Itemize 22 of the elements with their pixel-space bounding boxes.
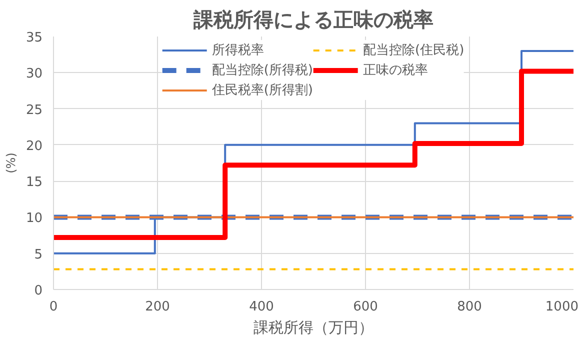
legend-label: 配当控除(所得税): [212, 62, 313, 79]
legend-label: 所得税率: [212, 42, 264, 59]
x-tick-label: 1000: [545, 300, 579, 314]
x-tick-label: 0: [49, 300, 58, 314]
y-tick-label: 35: [26, 30, 43, 46]
legend-label: 住民税率(所得割): [212, 82, 313, 99]
x-tick-label: 400: [249, 300, 274, 314]
x-tick-label: 600: [353, 300, 378, 314]
legend-label: 配当控除(住民税): [363, 42, 464, 59]
legend-label: 正味の税率: [363, 62, 428, 79]
x-tick-label: 800: [457, 300, 482, 314]
y-tick-label: 10: [26, 211, 43, 226]
y-tick-label: 15: [26, 175, 43, 190]
y-tick-label: 20: [26, 138, 43, 154]
y-tick-label: 5: [34, 247, 43, 262]
x-axis-title: 課税所得（万円）: [254, 318, 374, 336]
y-tick-label: 25: [26, 102, 43, 118]
y-tick-label: 30: [26, 66, 43, 82]
chart-title: 課税所得による正味の税率: [192, 8, 434, 32]
x-tick-label: 200: [145, 300, 170, 314]
y-tick-label: 0: [34, 284, 43, 298]
y-axis-title: (%): [4, 152, 18, 174]
